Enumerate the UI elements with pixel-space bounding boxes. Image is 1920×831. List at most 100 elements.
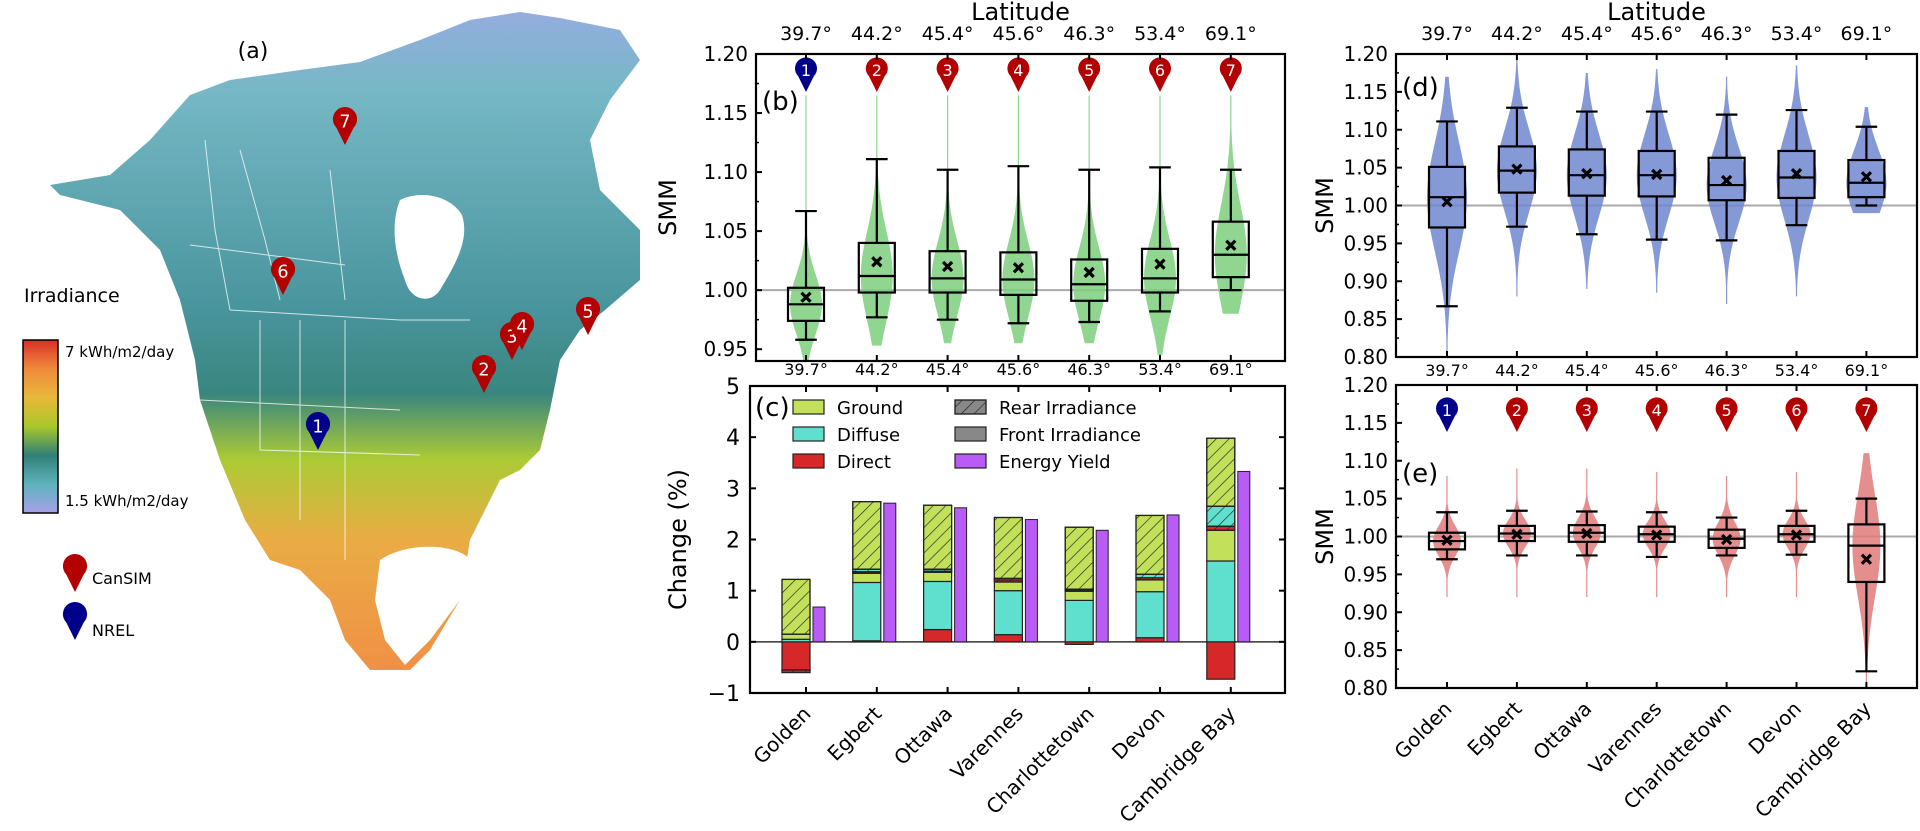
y-tick-label: 1.10 <box>703 160 748 184</box>
map-pin-icon: 5 <box>575 296 601 335</box>
y-tick-label: 1.00 <box>703 278 748 302</box>
map-pin-icon <box>62 553 88 592</box>
y-tick-label: −1 <box>708 682 740 707</box>
legend-swatch <box>792 453 825 469</box>
latitude-tick-label: 45.4° <box>1565 361 1609 380</box>
violin-box-6 <box>1776 65 1817 297</box>
bar-front-direct <box>781 641 811 671</box>
violin <box>1776 65 1817 297</box>
bar-front-direct <box>1206 641 1236 680</box>
latitude-tick-label: 46.3° <box>1701 23 1753 45</box>
legend-label: Direct <box>837 452 891 473</box>
bar-group-7 <box>1206 437 1251 680</box>
box <box>1140 247 1180 294</box>
mean-x-stroke <box>1860 171 1873 183</box>
latitude-tick-label: 46.3° <box>1067 360 1111 379</box>
latitude-tick-label: 39.7° <box>784 360 828 379</box>
legend-item: Rear Irradiance <box>954 398 1137 419</box>
map-pin-icon: 5 <box>1078 57 1101 92</box>
legend-label: Rear Irradiance <box>999 398 1137 419</box>
bar-group-6 <box>1135 514 1180 643</box>
latitude-tick-label: 69.1° <box>1845 361 1889 380</box>
y-tick-label: 1.10 <box>1343 118 1388 142</box>
bar-energy-yield <box>883 502 897 643</box>
pin-number: 4 <box>1013 61 1023 80</box>
pin-shape <box>1505 397 1528 432</box>
bar-front-diffuse <box>993 590 1024 636</box>
pin-shape <box>1575 397 1598 432</box>
map-pin-icon <box>62 601 88 640</box>
pin-number: 5 <box>582 302 593 322</box>
legend-item: Diffuse <box>792 425 900 446</box>
legend-cansim: CanSIM <box>62 553 152 592</box>
violin-box-6 <box>1140 95 1180 356</box>
pin-number: 3 <box>506 327 517 347</box>
bar-rear-ground-hatch <box>781 578 811 635</box>
bar-energy-yield <box>812 606 826 643</box>
mean-marker <box>871 256 883 268</box>
violin <box>1433 475 1461 598</box>
map-pin-icon: 1 <box>1436 397 1459 432</box>
bar-rear-direct-hatch <box>1206 525 1236 531</box>
violin-box-4 <box>1637 472 1676 598</box>
y-tick-label: 0.80 <box>1343 676 1388 700</box>
latitude-tick-label: 69.1° <box>1209 360 1253 379</box>
mean-marker <box>1790 529 1803 541</box>
bar-rear-ground-hatch <box>922 504 953 570</box>
pin-number: 2 <box>478 360 489 380</box>
y-axis-label: SMM <box>1311 508 1339 565</box>
mean-marker <box>1511 528 1523 540</box>
mean-x-stroke <box>1651 168 1663 181</box>
map-pin-icon: 7 <box>1855 397 1878 432</box>
latitude-tick-label: 45.6° <box>997 360 1041 379</box>
pin-number: 7 <box>1861 401 1871 420</box>
pin-shape <box>270 256 296 295</box>
pin-number: 2 <box>872 61 882 80</box>
panel-label: (d) <box>1402 73 1439 103</box>
panel-a-label: (a) <box>238 39 269 64</box>
map-pin-icon: 4 <box>1007 57 1030 92</box>
legend-item: Ground <box>792 398 903 419</box>
latitude-tick-label: 44.2° <box>1491 23 1543 45</box>
latitude-tick-label: 45.4° <box>1561 23 1613 45</box>
violin <box>1712 475 1741 598</box>
legend-label: Energy Yield <box>999 452 1111 473</box>
panel-b-smm-chart: 1 2 3 4 5 6 7 0.95 1.00 1.05 1.10 1.15 1.20 39.7° 44.2… <box>654 0 1287 363</box>
violin <box>1496 57 1537 297</box>
violin-box-1 <box>1427 475 1467 598</box>
pin-number: 1 <box>1442 401 1452 420</box>
bar-energy-yield <box>1024 519 1038 643</box>
latitude-tick-label: 46.3° <box>1063 23 1115 45</box>
panel-label: (c) <box>755 393 790 423</box>
legend: Ground Diffuse Direct Rear Irradiance Front … <box>792 398 1141 473</box>
y-tick-label: 0.95 <box>1343 231 1388 255</box>
latitude-tick-label: 69.1° <box>1840 23 1892 45</box>
map-pin-icon: 2 <box>865 57 888 92</box>
violin-box-4 <box>1636 69 1677 293</box>
bar-front-diffuse <box>1206 560 1236 643</box>
bar-rear-ground-hatch <box>852 501 882 570</box>
violin <box>1706 76 1747 304</box>
legend-cansim-label: CanSIM <box>92 569 152 588</box>
pin-shape <box>1436 397 1459 432</box>
latitude-tick-label: 53.4° <box>1771 23 1823 45</box>
latitude-tick-label: 53.4° <box>1134 23 1186 45</box>
legend-swatch <box>792 426 825 442</box>
pin-number: 6 <box>1155 61 1165 80</box>
mean-marker <box>1441 534 1453 546</box>
mean-x-stroke <box>1511 163 1523 175</box>
panel-a-map: (a) Irradiance 7 kWh/m2/day 1.5 kWh/m2/d… <box>22 12 640 670</box>
y-tick-label: 0.95 <box>1343 562 1388 586</box>
map-pin-icon <box>62 553 88 592</box>
box <box>1637 149 1676 198</box>
violin-box-5 <box>1707 475 1746 598</box>
top-axis-label: Latitude <box>971 0 1070 26</box>
y-tick-label: 1.10 <box>1343 449 1388 473</box>
legend-nrel: NREL <box>62 601 134 640</box>
latitude-tick-label: 45.6° <box>1631 23 1683 45</box>
bar-rear-ground-hatch <box>1206 437 1236 507</box>
pin-shape <box>332 106 358 145</box>
pin-number: 5 <box>1084 61 1094 80</box>
pin-shape <box>1855 397 1878 432</box>
pin-shape <box>471 354 497 393</box>
